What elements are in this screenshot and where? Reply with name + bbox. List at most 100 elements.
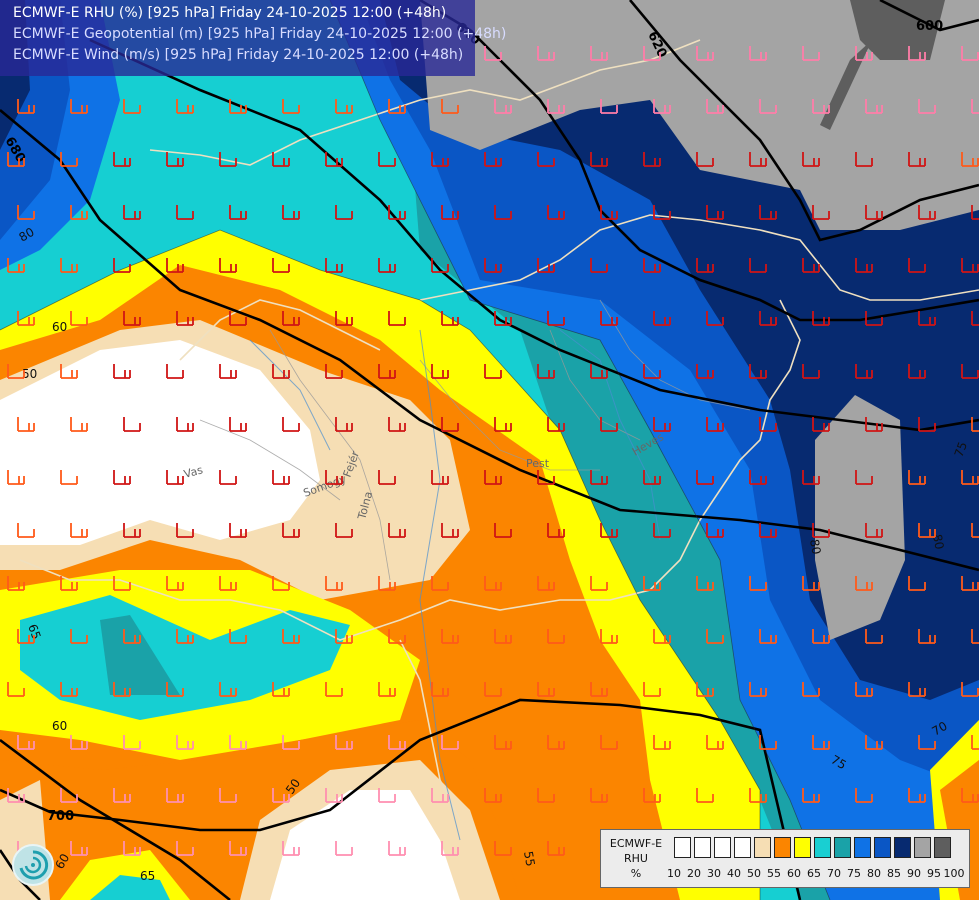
wind-barb xyxy=(431,682,449,697)
geopotential-660 xyxy=(0,109,979,572)
wind-barb xyxy=(812,629,830,644)
wind-barb xyxy=(70,735,88,750)
wind-barb xyxy=(802,682,820,697)
rhu-labels: 80 60 50 65 60 50 55 60 65 75 80 80 75 7… xyxy=(17,225,971,883)
legend-variable: RHU xyxy=(624,852,648,865)
wind-barb xyxy=(590,682,608,697)
wind-barb xyxy=(378,576,396,591)
legend-tick-label: 100 xyxy=(943,867,965,880)
rhu-label-60-sw: 60 xyxy=(52,719,67,733)
wind-barb xyxy=(802,152,820,167)
wind-barb xyxy=(802,788,820,803)
wind-barb xyxy=(229,99,247,114)
wind-barb xyxy=(971,417,979,432)
wind-barb xyxy=(282,311,300,326)
wind-barb xyxy=(335,629,353,644)
legend-tick-label: 85 xyxy=(887,867,901,880)
wind-barb xyxy=(908,470,926,485)
geopotential-690 xyxy=(0,738,231,900)
wind-barb xyxy=(123,523,141,538)
wind-barb xyxy=(961,576,979,591)
wind-barb xyxy=(484,576,502,591)
wind-barb xyxy=(590,364,608,379)
wind-barb xyxy=(759,311,777,326)
wind-barb xyxy=(123,99,141,114)
legend-tick-label: 65 xyxy=(807,867,821,880)
wind-barb xyxy=(229,735,247,750)
wind-barb xyxy=(600,523,618,538)
wind-barb xyxy=(547,523,565,538)
wind-barb xyxy=(335,417,353,432)
wind-barb xyxy=(282,841,300,856)
wind-barb xyxy=(282,629,300,644)
wind-barb xyxy=(653,523,671,538)
wind-barb xyxy=(7,682,25,697)
wind-barb xyxy=(590,152,608,167)
wind-barb xyxy=(431,576,449,591)
rhu-band-90-95 xyxy=(420,0,870,190)
wind-barb xyxy=(325,258,343,273)
wind-barb xyxy=(272,788,290,803)
wind-barb xyxy=(749,682,767,697)
wind-barb xyxy=(855,152,873,167)
geopotential-640 xyxy=(89,38,979,432)
place-label-vas: Vas xyxy=(182,463,204,481)
rhu-legend: ECMWF-E RHU % 10 20 30 40 50 55 60 65 70 75 80 85 90… xyxy=(600,829,970,888)
rivers xyxy=(249,329,661,841)
wind-barb xyxy=(908,46,926,61)
wind-barb xyxy=(971,629,979,644)
wind-barb xyxy=(802,576,820,591)
rhu-label-50-w: 50 xyxy=(22,367,37,381)
wind-barb xyxy=(961,46,979,61)
wind-barb xyxy=(865,735,883,750)
wind-barb xyxy=(590,46,608,61)
wind-barb xyxy=(176,205,194,220)
wind-barb xyxy=(388,841,406,856)
wind-barb xyxy=(282,735,300,750)
legend-tick-label: 60 xyxy=(787,867,801,880)
legend-swatch xyxy=(754,837,771,858)
rhu-label-80-w: 80 xyxy=(17,225,37,245)
place-label-pest: Pest xyxy=(526,457,550,470)
wind-barb xyxy=(537,46,555,61)
wind-barb xyxy=(219,576,237,591)
wind-barb xyxy=(378,364,396,379)
wind-barb xyxy=(272,258,290,273)
wind-barb xyxy=(696,152,714,167)
wind-barb xyxy=(600,205,618,220)
wind-barb xyxy=(865,417,883,432)
wind-barb xyxy=(441,841,459,856)
wind-barb xyxy=(600,629,618,644)
wind-barb xyxy=(759,629,777,644)
rhu-band-below-50 xyxy=(0,340,320,545)
wind-barb xyxy=(378,682,396,697)
wind-barb xyxy=(961,364,979,379)
wind-barb xyxy=(176,629,194,644)
header-geopotential-title: ECMWF-E Geopotential (m) [925 hPa] Frida… xyxy=(13,26,507,42)
wind-barb xyxy=(441,205,459,220)
wind-barb xyxy=(176,311,194,326)
wind-barb xyxy=(812,205,830,220)
wind-barb xyxy=(653,99,671,114)
wind-barb xyxy=(855,576,873,591)
wind-barb xyxy=(219,682,237,697)
logo-swirl xyxy=(19,850,49,880)
wind-barb xyxy=(494,735,512,750)
wind-barb xyxy=(971,205,979,220)
rhu-label-80-e2: 80 xyxy=(930,533,946,550)
legend-model: ECMWF-E xyxy=(609,837,663,850)
wind-barb xyxy=(759,523,777,538)
wind-barb xyxy=(123,629,141,644)
wind-barb xyxy=(166,788,184,803)
wind-barb xyxy=(7,788,25,803)
wind-barb xyxy=(812,523,830,538)
wind-barb xyxy=(176,735,194,750)
wind-barb xyxy=(113,788,131,803)
map-header: ECMWF-E RHU (%) [925 hPa] Friday 24-10-2… xyxy=(0,0,507,76)
wind-barb xyxy=(918,99,936,114)
wind-barb xyxy=(590,576,608,591)
wind-barb xyxy=(749,46,767,61)
wind-barb xyxy=(176,841,194,856)
wind-barb xyxy=(749,258,767,273)
wind-barb xyxy=(113,682,131,697)
